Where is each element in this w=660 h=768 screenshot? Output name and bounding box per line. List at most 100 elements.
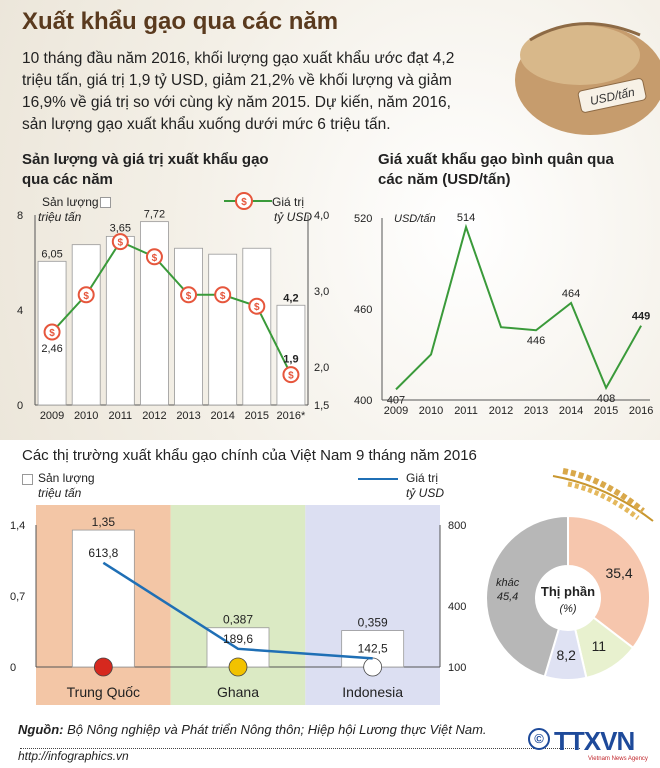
chart1-legend-line-key: $ (224, 192, 272, 210)
chart2-x-tick: 2009 (384, 405, 408, 417)
chart3-svg: 0 0,7 1,4 100 400 800 1,35 Trung Quốc 0,387 Ghana… (10, 505, 466, 705)
chart1-title: Sản lượng và giá trị xuất khẩu gạo qua c… (22, 151, 269, 188)
pie-chart-svg: 35,4 11 8,2 khác 45,4 Thị phần (%) (485, 514, 651, 681)
chart2-point-label: 464 (562, 288, 580, 300)
agency-logo-sub: Vietnam News Agency (588, 756, 648, 762)
chart1-bar (174, 247, 203, 406)
chart3-left-tick: 0,7 (10, 591, 25, 603)
chart1-x-tick: 2016* (277, 410, 306, 422)
chart2-x-tick: 2011 (454, 405, 478, 417)
pie-other-label: khác (496, 577, 520, 589)
chart1-coin-glyph: $ (288, 371, 294, 382)
pie-slice-label: 11 (592, 638, 607, 654)
chart1-line-label: 1,9 (283, 354, 298, 366)
chart1-x-tick: 2010 (74, 410, 98, 422)
chart1-coin-marker (282, 366, 300, 384)
chart3-x-tick: Indonesia (342, 684, 403, 700)
chart1-coin-glyph: $ (49, 328, 55, 339)
sack-fold (529, 22, 641, 42)
chart3-bar (71, 529, 135, 668)
chart1-right-tick: 1,5 (314, 400, 329, 412)
chart2-point-label: 446 (527, 335, 545, 347)
chart1-coin-marker (77, 286, 95, 304)
chart1-line-label: 2,46 (41, 343, 62, 355)
source-line: Nguồn: Bộ Nông nghiệp và Phát triển Nông… (18, 722, 487, 737)
chart1-x-tick: 2009 (40, 410, 64, 422)
chart3-x-tick: Ghana (217, 684, 259, 700)
chart2-x-tick: 2012 (489, 405, 513, 417)
sack-top (520, 25, 640, 85)
chart3-x-tick: Trung Quốc (67, 684, 140, 700)
footer-divider (20, 748, 580, 749)
pie-center-title: Thị phần (541, 584, 595, 599)
copyright-icon: © (528, 728, 550, 750)
chart1-bar-label: 6,05 (41, 248, 62, 260)
chart1-legend-line-unit: tỷ USD (274, 210, 313, 224)
agency-logo: TTXVN (554, 726, 635, 756)
intro-text: 10 tháng đầu năm 2016, khối lượng gạo xu… (22, 50, 455, 133)
chart3-value-line (102, 561, 373, 660)
chart3-legend-line-unit: tỷ USD (406, 486, 445, 500)
chart3-right-tick: 800 (448, 520, 466, 532)
chart1-left-tick: 8 (17, 210, 23, 222)
chart1-left-tick: 4 (17, 305, 23, 317)
chart1-coin-glyph: $ (152, 253, 158, 264)
chart1-bar (105, 235, 135, 406)
page-title: Xuất khẩu gạo qua các năm (22, 8, 339, 35)
coin-icon (235, 192, 253, 210)
source-label: Nguồn: (18, 722, 64, 737)
chart3-legend-line-name: Giá trị (406, 471, 439, 485)
chart2-x-tick: 2013 (524, 405, 548, 417)
chart1-right-tick: 3,0 (314, 286, 329, 298)
chart1-legend-bar-unit: triệu tấn (38, 210, 82, 224)
chart2-point-label: 514 (457, 212, 475, 224)
chart1-line-label: 3,65 (110, 223, 131, 235)
chart1-x-tick: 2014 (210, 410, 234, 422)
price-tag: USD/tấn (577, 78, 647, 113)
chart2-x-tick: 2015 (594, 405, 618, 417)
chart2-y-tick: 400 (354, 395, 372, 407)
chart3-right-tick: 400 (448, 601, 466, 613)
chart3-legend-line-key (358, 478, 398, 480)
chart3-legend-bar-swatch (22, 474, 33, 485)
chart3-bar-label: 0,359 (358, 616, 388, 630)
chart3-flag-icon (93, 657, 113, 677)
pie-slice-label: 45,4 (497, 591, 518, 603)
chart1-coin-marker (111, 233, 129, 251)
pie-slice-label: 35,4 (605, 565, 632, 581)
chart1-right-tick: 4,0 (314, 210, 329, 222)
chart2-x-tick: 2010 (419, 405, 443, 417)
chart1-coin-glyph: $ (83, 291, 89, 302)
chart1-coin-glyph: $ (220, 291, 226, 302)
stalk-grains-2 (567, 481, 640, 520)
chart2-y-tick: 460 (354, 304, 372, 316)
chart1-coin-marker (43, 323, 61, 341)
chart1-bar-label: 4,2 (283, 292, 298, 304)
chart1-bar (71, 244, 101, 406)
footer-url[interactable]: http://infographics.vn (18, 749, 129, 763)
chart1-x-tick: 2012 (142, 410, 166, 422)
chart3-left-tick: 1,4 (10, 520, 25, 532)
chart1-legend-bar-swatch (100, 197, 111, 208)
chart1-legend-bar-name: Sản lượng (42, 195, 99, 209)
chart1-legend-line-name: Giá trị (272, 195, 305, 209)
chart1-coin-glyph: $ (118, 238, 124, 249)
chart3-line-label: 613,8 (88, 546, 118, 560)
rice-sack-illustration: USD/tấn (515, 22, 660, 135)
chart1-coin-marker (180, 286, 198, 304)
chart2-x-tick: 2014 (559, 405, 583, 417)
chart2-y-tick: 520 (354, 213, 372, 225)
chart1-svg: 0 4 8 1,5 2,0 3,0 4,0 2009 6,05 2010 2011 2012 7,72 2… (17, 209, 329, 422)
chart3-flag-icon (363, 657, 383, 677)
chart3-right-tick: 100 (448, 662, 466, 674)
chart1-coin-marker (145, 248, 163, 266)
pie-center-unit: (%) (559, 603, 576, 615)
source-text: Bộ Nông nghiệp và Phát triển Nông thôn; … (67, 722, 487, 737)
chart2-price-line (395, 223, 642, 391)
chart3-bar-label: 1,35 (92, 515, 116, 529)
pie-slice-label: 8,2 (556, 647, 576, 663)
chart1-bar-label: 7,72 (144, 209, 165, 221)
stalk-grains (562, 468, 645, 514)
chart3-line-label: 189,6 (223, 632, 253, 646)
